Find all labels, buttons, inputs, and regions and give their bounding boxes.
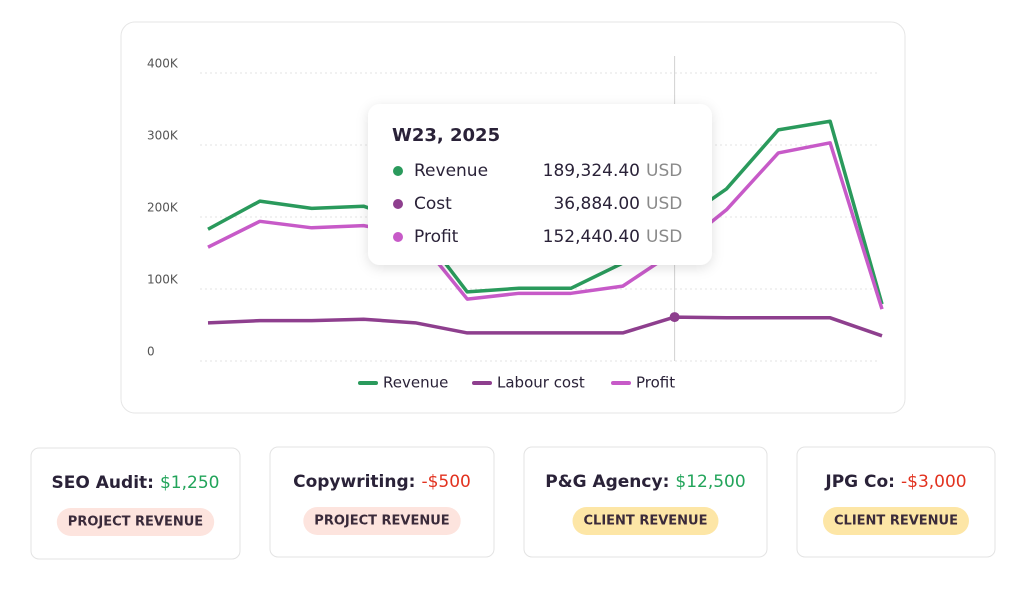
tag-pill — [572, 507, 719, 535]
tooltip-dot — [393, 232, 403, 242]
tooltip-label: Cost — [414, 194, 452, 214]
legend-label: Labour cost — [497, 374, 585, 392]
card-label: SEO Audit: — [52, 473, 154, 493]
y-tick-label: 200K — [147, 201, 179, 215]
tag-pill — [56, 508, 215, 536]
card-amount: -$500 — [421, 472, 470, 492]
card — [30, 447, 241, 560]
tooltip-value: 189,324.40 — [543, 161, 640, 181]
card-amount: -$3,000 — [901, 472, 967, 492]
tooltip-unit: USD — [646, 161, 682, 181]
tooltip-label: Revenue — [414, 161, 488, 181]
tooltip-dot — [393, 199, 403, 209]
cards: SEO Audit: $1,250 PROJECT REVENUE Copywriti… — [30, 446, 996, 560]
tag-label: PROJECT REVENUE — [314, 514, 449, 529]
y-tick-label: 400K — [147, 57, 179, 71]
tooltip-dot — [393, 166, 403, 176]
y-tick-label: 0 — [147, 345, 155, 359]
card-title: SEO Audit: $1,250 — [52, 473, 220, 493]
tag-label: CLIENT REVENUE — [834, 514, 958, 529]
card — [523, 446, 768, 558]
tooltip-unit: USD — [646, 227, 682, 247]
tooltip-box — [368, 104, 712, 265]
card-title: Copywriting: -$500 — [293, 472, 471, 492]
tooltip: W23, 2025 Revenue 189,324.40 USD Cost 36,884… — [368, 104, 712, 265]
card — [796, 446, 996, 558]
tooltip-value: 152,440.40 — [543, 227, 640, 247]
card-label: JPG Co: — [824, 472, 895, 492]
tag-pill — [303, 507, 461, 535]
series-line — [207, 119, 884, 305]
tooltip-value: 36,884.00 — [553, 194, 640, 214]
tooltip-label: Profit — [414, 227, 459, 247]
tag-label: PROJECT REVENUE — [68, 515, 203, 530]
card-label: P&G Agency: — [545, 472, 669, 492]
y-tick-label: 300K — [147, 129, 179, 143]
tag-label: CLIENT REVENUE — [584, 514, 708, 529]
card-title: JPG Co: -$3,000 — [824, 472, 966, 492]
card — [269, 446, 495, 558]
series-line — [207, 315, 883, 338]
card-amount: $12,500 — [675, 472, 745, 492]
tag-pill — [823, 507, 969, 535]
legend-label: Revenue — [383, 374, 448, 392]
card-amount: $1,250 — [160, 473, 219, 493]
series-line — [207, 141, 884, 310]
card-label: Copywriting: — [293, 472, 415, 492]
tooltip-unit: USD — [646, 194, 682, 214]
card-title: P&G Agency: $12,500 — [545, 472, 745, 492]
tooltip-title: W23, 2025 — [392, 125, 500, 146]
cursor-dot — [669, 312, 680, 323]
legend-label: Profit — [636, 374, 675, 392]
y-tick-label: 100K — [147, 273, 179, 287]
